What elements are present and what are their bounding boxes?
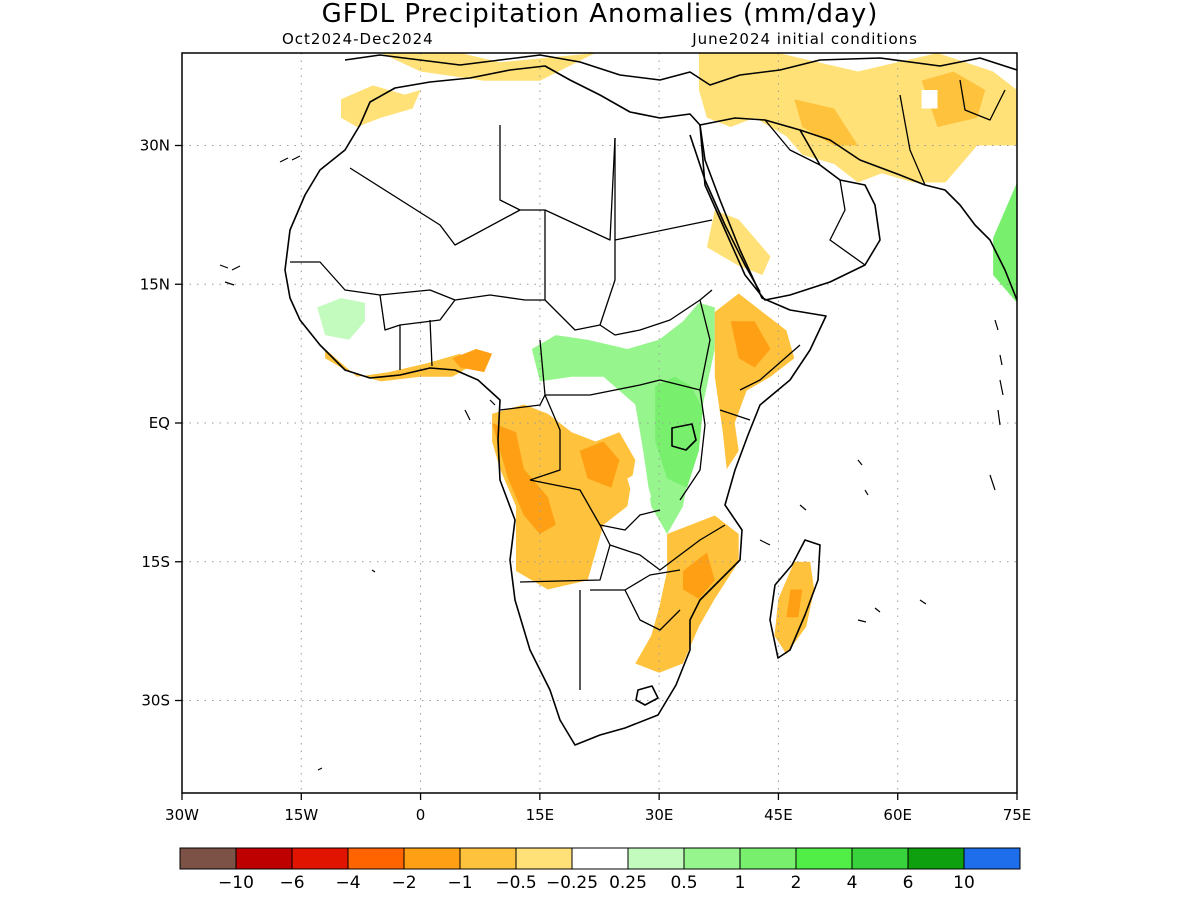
colorbar-label: −6 <box>279 873 304 893</box>
coastlines-and-borders <box>219 54 1017 771</box>
colorbar-swatch <box>291 847 349 870</box>
colorbar: −10 −6 −4 −2 −1 −0.5 −0.25 0.25 0.5 1 2 4 6 10 <box>179 847 1021 893</box>
colorbar-label: 1 <box>735 873 746 893</box>
anomaly-region-iran-dry-core <box>794 99 858 146</box>
anomaly-region-angola-dry-core <box>492 423 556 534</box>
colorbar-label: −0.5 <box>495 873 536 893</box>
lat-tick-label: 30N <box>140 137 170 155</box>
anomaly-region-mediterranean-dry <box>380 53 596 81</box>
lon-tick-label: 0 <box>416 806 426 824</box>
chart-subtitle-initial-conditions: June2024 initial conditions <box>691 30 918 48</box>
colorbar-swatch <box>235 847 293 870</box>
map-axes: 30W 15W 0 15E 30E 45E 60E 75E 30N 15N EQ 15S 30S <box>140 137 1032 825</box>
lon-tick-label: 60E <box>883 806 912 824</box>
anomaly-region-ethiopia-dry-core <box>730 321 771 368</box>
colorbar-swatch <box>571 847 629 870</box>
colorbar-label: 2 <box>791 873 802 893</box>
africa-coastline <box>284 65 827 746</box>
persian-gulf-coastline <box>799 129 1017 301</box>
anomaly-region-great-lakes-wet <box>655 376 703 488</box>
map-plot-area <box>182 53 1017 793</box>
colorbar-swatch <box>179 847 237 870</box>
colorbar-label: 0.5 <box>670 873 697 893</box>
lon-tick-label: 15W <box>284 806 318 824</box>
near-zero-region-0 <box>921 90 938 109</box>
colorbar-swatch <box>347 847 405 870</box>
colorbar-swatch <box>459 847 517 870</box>
anomaly-region-congo-east-dry <box>579 441 620 488</box>
colorbar-label: 0.25 <box>609 873 647 893</box>
colorbar-label: −4 <box>335 873 360 893</box>
anomaly-shading <box>317 53 1017 673</box>
lon-tick-label: 30E <box>645 806 674 824</box>
colorbar-swatch <box>795 847 853 870</box>
lon-tick-label: 75E <box>1003 806 1032 824</box>
colorbar-swatch <box>851 847 909 870</box>
lake-victoria <box>671 423 697 451</box>
colorbar-label: −10 <box>218 873 254 893</box>
lon-tick-label: 15E <box>526 806 555 824</box>
colorbar-swatch <box>403 847 461 870</box>
colorbar-swatch <box>963 847 1021 870</box>
anomaly-region-madagascar-dry-core <box>786 589 803 618</box>
country-borders <box>290 79 1006 690</box>
map-background <box>182 53 1017 793</box>
lat-tick-label: EQ <box>149 414 170 432</box>
anomaly-region-southeast-africa-dry <box>635 515 739 673</box>
near-zero-region-1 <box>627 469 652 507</box>
anomaly-region-gulf-guinea-dry <box>325 349 469 382</box>
lat-tick-label: 15N <box>140 275 170 293</box>
colorbar-swatch <box>627 847 685 870</box>
anomaly-region-sahel-west-wet <box>317 298 365 340</box>
lesotho-outline <box>635 685 659 706</box>
colorbar-swatch <box>739 847 797 870</box>
colorbar-label: 10 <box>953 873 975 893</box>
colorbar-swatch <box>683 847 741 870</box>
anomaly-region-mozambique-dry-core <box>683 552 715 599</box>
eurasia-coastline <box>344 54 1017 86</box>
colorbar-swatch <box>907 847 965 870</box>
colorbar-label: −0.25 <box>546 873 598 893</box>
lon-tick-label: 30W <box>165 806 199 824</box>
colorbar-swatch <box>515 847 573 870</box>
colorbar-label: 4 <box>847 873 858 893</box>
red-sea-coastline <box>689 134 761 293</box>
anomaly-region-pakistan-dry-core <box>921 71 986 127</box>
lat-tick-label: 30S <box>141 692 170 710</box>
anomaly-region-nigeria-dry <box>452 349 493 373</box>
chart-title: GFDL Precipitation Anomalies (mm/day) <box>322 0 879 29</box>
colorbar-label: 6 <box>903 873 914 893</box>
madagascar-coastline <box>769 539 821 659</box>
arabian-peninsula-coastline <box>699 117 881 301</box>
anomaly-region-india-wet <box>993 182 1017 303</box>
colorbar-label: −1 <box>447 873 472 893</box>
anomaly-region-north-africa-dry <box>341 85 421 127</box>
lon-tick-label: 45E <box>764 806 793 824</box>
colorbar-label: −2 <box>391 873 416 893</box>
lat-tick-label: 15S <box>141 553 170 571</box>
islands <box>219 155 1004 771</box>
chart-subtitle-period: Oct2024-Dec2024 <box>282 30 434 48</box>
